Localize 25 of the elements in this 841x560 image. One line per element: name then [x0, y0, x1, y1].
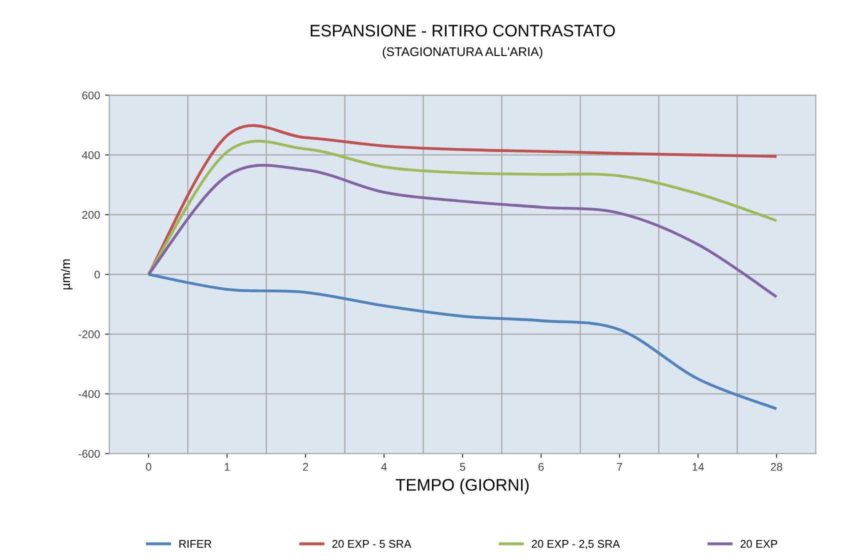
- chart-title: ESPANSIONE - RITIRO CONTRASTATO: [310, 24, 615, 37]
- x-tick-label: 2: [303, 462, 308, 471]
- y-tick-label: 200: [82, 210, 100, 219]
- y-tick-label: 600: [82, 91, 100, 100]
- x-tick-label: 0: [146, 462, 152, 471]
- chart-subtitle: (STAGIONATURA ALL'ARIA): [382, 46, 542, 59]
- x-tick-label: 7: [617, 463, 622, 471]
- line-series: [147, 273, 778, 410]
- legend-label: 20 EXP - 5 SRA: [332, 540, 412, 548]
- y-tick-label: -200: [78, 330, 100, 338]
- y-axis-title: µm/m: [60, 259, 73, 290]
- x-axis-title: TEMPO (GIORNI): [396, 478, 529, 494]
- legend-label: 20 EXP: [740, 540, 778, 548]
- x-tick-label: 6: [538, 462, 544, 471]
- y-tick-label: -400: [78, 390, 100, 398]
- x-tick-label: 28: [770, 462, 782, 471]
- x-tick-label: 5: [460, 463, 466, 471]
- y-tick-label: 400: [82, 151, 100, 160]
- legend-label: RIFER: [179, 540, 212, 548]
- x-tick-label: 14: [692, 463, 704, 471]
- legend-label: 20 EXP - 2,5 SRA: [532, 540, 620, 550]
- x-tick-label: 1: [224, 463, 230, 471]
- x-tick-label: 4: [381, 463, 387, 471]
- y-tick-label: 0: [94, 270, 100, 279]
- y-tick-label: -600: [78, 450, 100, 458]
